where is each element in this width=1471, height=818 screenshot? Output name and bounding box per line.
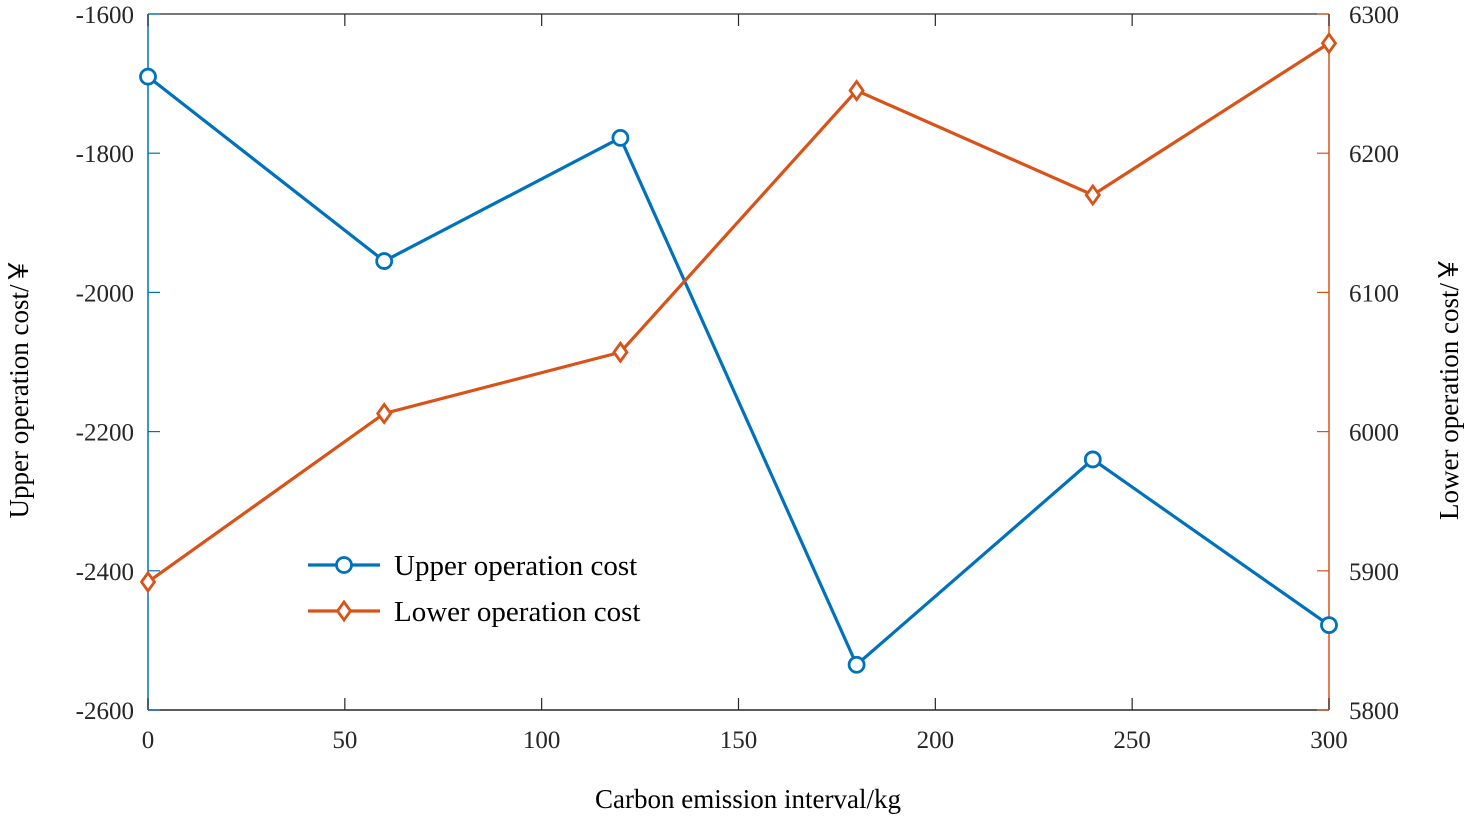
- x-tick-label: 100: [523, 727, 561, 754]
- y-axis-right-title: Lower operation cost/￥: [1434, 256, 1464, 520]
- y-right-tick-label: 5800: [1349, 698, 1399, 725]
- x-axis-title: Carbon emission interval/kg: [595, 784, 901, 814]
- y-left-tick-label: -2000: [76, 280, 134, 307]
- data-point: [375, 252, 394, 270]
- series-layer: [139, 31, 1338, 674]
- y-axis-left-title: Upper operation cost/￥: [4, 258, 34, 519]
- y-right-tick-label: 6100: [1349, 280, 1399, 307]
- legend-label: Upper operation cost: [394, 550, 637, 582]
- x-tick-label: 50: [332, 727, 357, 754]
- legend: Upper operation cost Lower operation cost: [308, 550, 640, 628]
- data-point: [612, 340, 629, 364]
- series-upper-operation-cost: [139, 67, 1338, 674]
- y-left-tick-label: -2200: [76, 420, 134, 447]
- data-point: [139, 570, 157, 594]
- legend-label: Lower operation cost: [394, 596, 640, 628]
- y-right-tick-label: 6200: [1349, 141, 1399, 168]
- x-tick-label: 300: [1310, 727, 1348, 754]
- data-point: [1084, 183, 1102, 207]
- axes-layer: 0 50 100 150 200 250 300 -2600 -2400 -2200 -2000 -1…: [76, 2, 1399, 754]
- x-tick-label: 250: [1113, 727, 1151, 754]
- data-point: [848, 79, 865, 102]
- series-lower-operation-cost: [139, 31, 1338, 594]
- data-point: [375, 402, 393, 425]
- data-point: [611, 128, 630, 147]
- legend-marker: [335, 599, 353, 623]
- y-left-tick-label: -2600: [76, 698, 134, 725]
- series-line: [147, 41, 1330, 584]
- x-tick-label: 150: [720, 727, 758, 754]
- x-tick-label: 0: [142, 727, 155, 754]
- series-line: [147, 75, 1330, 668]
- y-right-tick-label: 6000: [1349, 420, 1399, 447]
- y-left-tick-label: -2400: [76, 559, 134, 586]
- y-left-tick-label: -1600: [76, 2, 134, 29]
- data-point: [1320, 616, 1338, 634]
- y-right-tick-label: 5900: [1349, 559, 1399, 586]
- data-point: [1320, 31, 1338, 55]
- data-point: [1083, 450, 1102, 469]
- legend-marker: [335, 556, 353, 574]
- data-point: [139, 67, 157, 86]
- y-right-tick-label: 6300: [1349, 2, 1399, 29]
- data-point: [847, 655, 866, 674]
- y-left-tick-label: -1800: [76, 141, 134, 168]
- x-tick-label: 200: [917, 727, 955, 754]
